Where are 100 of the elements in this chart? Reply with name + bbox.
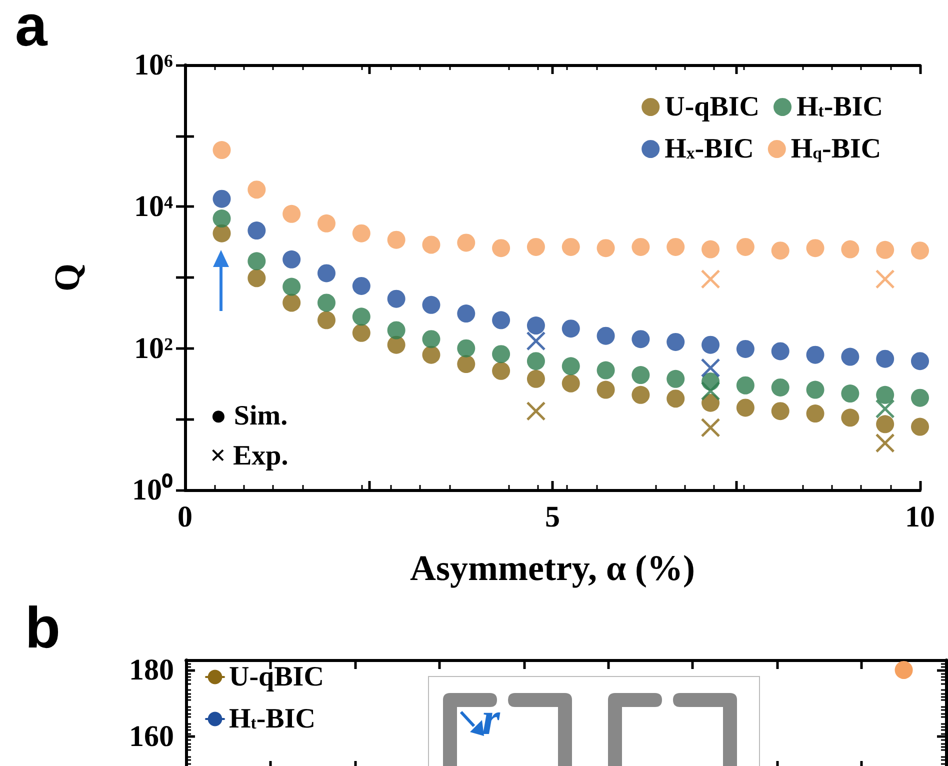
point <box>666 238 685 256</box>
point <box>596 326 615 345</box>
point <box>596 361 615 380</box>
point <box>526 316 545 335</box>
point <box>841 240 860 258</box>
point <box>841 408 860 427</box>
annotation: r <box>482 693 500 744</box>
point <box>248 269 266 288</box>
point <box>666 390 685 408</box>
point <box>632 330 650 348</box>
legend-label: Ht-BIC <box>229 704 316 734</box>
point <box>457 304 476 323</box>
y-tick-label: 160 <box>129 720 174 754</box>
point <box>876 386 894 404</box>
point <box>562 357 580 376</box>
point <box>318 214 336 232</box>
point <box>387 290 406 308</box>
point <box>387 321 406 340</box>
point <box>875 399 895 419</box>
point <box>526 352 545 370</box>
point <box>212 190 231 208</box>
point <box>911 388 929 407</box>
point <box>702 394 720 412</box>
point <box>562 320 580 338</box>
point <box>876 415 894 434</box>
annotation: × Exp. <box>210 440 288 472</box>
y-tick-label: 10² <box>134 332 173 365</box>
point <box>352 308 370 326</box>
legend-label: Hq-BIC <box>790 134 882 164</box>
point <box>282 250 301 268</box>
point <box>911 418 929 436</box>
point <box>212 210 231 228</box>
annotation: ● Sim. <box>210 400 288 432</box>
point <box>282 204 301 223</box>
point <box>632 386 650 404</box>
point <box>876 350 894 368</box>
y-tick-label: 10⁶ <box>134 48 173 82</box>
point <box>318 294 336 312</box>
legend-label: U-qBIC <box>664 92 760 122</box>
point <box>771 402 790 420</box>
legend-label: U-qBIC <box>229 662 324 692</box>
point <box>526 238 545 256</box>
point <box>248 222 266 240</box>
point <box>387 230 406 249</box>
point <box>492 311 510 330</box>
point <box>876 240 894 259</box>
legend-label: Ht-BIC <box>796 92 884 122</box>
point <box>911 242 929 260</box>
point <box>700 418 720 438</box>
point <box>422 296 440 314</box>
point <box>911 352 929 370</box>
point <box>526 401 546 421</box>
point <box>736 238 754 256</box>
point <box>632 366 650 384</box>
point <box>526 370 545 388</box>
point <box>702 240 720 258</box>
y-tick-label: 10⁰ <box>132 472 173 506</box>
x-tick-label: 5 <box>545 500 560 534</box>
point <box>526 331 546 351</box>
point <box>841 384 860 403</box>
point <box>352 324 370 342</box>
y-tick-label: 180 <box>129 654 174 686</box>
point <box>318 264 336 282</box>
point <box>422 346 440 364</box>
point <box>666 332 685 351</box>
point <box>806 380 824 399</box>
point <box>632 238 650 256</box>
point <box>702 336 720 354</box>
point <box>352 224 370 242</box>
y-tick-label: 10⁴ <box>134 190 173 224</box>
point <box>771 378 790 396</box>
legend-label: Hx-BIC <box>664 134 754 164</box>
point <box>352 276 370 295</box>
point <box>248 180 266 199</box>
point <box>248 252 266 270</box>
point <box>422 330 440 348</box>
point <box>282 278 301 296</box>
point <box>212 141 231 160</box>
point <box>700 358 720 378</box>
x-tick-label: 10 <box>905 500 935 534</box>
point <box>875 269 895 289</box>
y-axis-title: Q <box>47 263 87 292</box>
x-axis-title: Asymmetry, α (%) <box>410 548 696 588</box>
point <box>806 239 824 258</box>
point <box>457 355 476 374</box>
point <box>492 239 510 258</box>
point <box>736 398 754 417</box>
point <box>700 269 720 289</box>
point <box>596 239 615 258</box>
point <box>387 336 406 354</box>
point <box>562 238 580 256</box>
point <box>318 311 336 330</box>
point <box>492 362 510 380</box>
point <box>736 340 754 358</box>
point <box>596 380 615 399</box>
point <box>771 242 790 260</box>
point <box>736 376 754 394</box>
point <box>492 345 510 364</box>
point <box>875 433 895 453</box>
point <box>841 348 860 366</box>
